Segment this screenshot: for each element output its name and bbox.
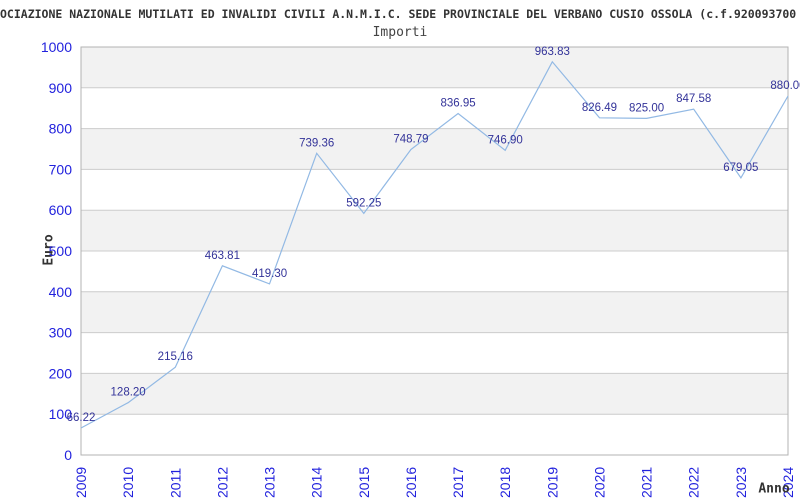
data-point-label: 419.30 <box>252 268 287 280</box>
x-tick-label: 2013 <box>262 467 278 498</box>
data-point-label: 463.81 <box>205 250 240 262</box>
data-point-label: 592.25 <box>346 197 381 209</box>
x-tick-label: 2022 <box>686 467 702 498</box>
plot-band <box>81 291 788 333</box>
y-tick-label: 400 <box>49 284 73 300</box>
x-tick-label: 2014 <box>309 467 325 498</box>
plot-band <box>81 87 788 129</box>
y-tick-label: 700 <box>49 161 73 177</box>
x-tick-label: 2020 <box>591 467 607 498</box>
x-tick-label: 2021 <box>639 467 655 498</box>
x-tick-label: 2024 <box>780 467 796 498</box>
data-point-label: 825.00 <box>629 102 664 114</box>
chart-subtitle: Importi <box>372 25 428 40</box>
plot-band <box>81 47 788 88</box>
data-point-label: 826.49 <box>582 102 617 114</box>
data-point-label: 679.05 <box>723 162 758 174</box>
y-tick-label: 600 <box>49 202 73 218</box>
data-point-label: 748.79 <box>393 133 428 145</box>
y-tick-label: 1000 <box>41 39 72 55</box>
trend-line <box>80 60 789 429</box>
x-tick-label: 2023 <box>733 467 749 498</box>
x-tick-label: 2016 <box>403 467 419 498</box>
y-tick-label: 300 <box>49 325 73 341</box>
plot-band <box>81 373 788 415</box>
x-tick-label: 2011 <box>167 468 183 498</box>
x-tick-label: 2015 <box>356 467 372 498</box>
plot-band <box>81 169 788 211</box>
data-point-label: 847.58 <box>676 93 711 105</box>
x-tick-label: 2010 <box>120 467 136 498</box>
data-point-label: 739.36 <box>299 137 334 149</box>
y-tick-label: 200 <box>49 365 73 381</box>
x-tick-label: 2012 <box>214 467 230 498</box>
plot-band <box>81 251 788 292</box>
plot-band <box>81 414 788 455</box>
plot-band <box>81 332 788 374</box>
x-tick-label: 2018 <box>497 467 513 498</box>
x-tick-label: 2009 <box>73 467 89 498</box>
data-point-label: 128.20 <box>111 387 146 399</box>
y-tick-label: 100 <box>49 406 73 422</box>
plot-border <box>80 46 789 456</box>
plot-band <box>81 128 788 170</box>
data-point-label: 836.95 <box>440 98 475 110</box>
x-tick-label: 2017 <box>450 467 466 498</box>
data-point-label: 963.83 <box>535 46 570 58</box>
data-point-label: 880.00 <box>770 80 800 92</box>
x-axis-title-anno: Anno <box>758 481 790 497</box>
x-tick-label: 2019 <box>544 467 560 498</box>
plot-band <box>81 210 788 251</box>
data-point-label: 215.16 <box>158 351 193 363</box>
y-tick-label: 500 <box>49 243 73 259</box>
y-tick-label: 900 <box>49 80 73 96</box>
chart-title: OCIAZIONE NAZIONALE MUTILATI ED INVALIDI… <box>0 7 797 21</box>
data-point-label: 66.22 <box>67 412 96 424</box>
y-tick-label: 800 <box>49 121 73 137</box>
y-tick-label: 0 <box>64 447 72 463</box>
data-point-label: 746.90 <box>488 134 523 146</box>
